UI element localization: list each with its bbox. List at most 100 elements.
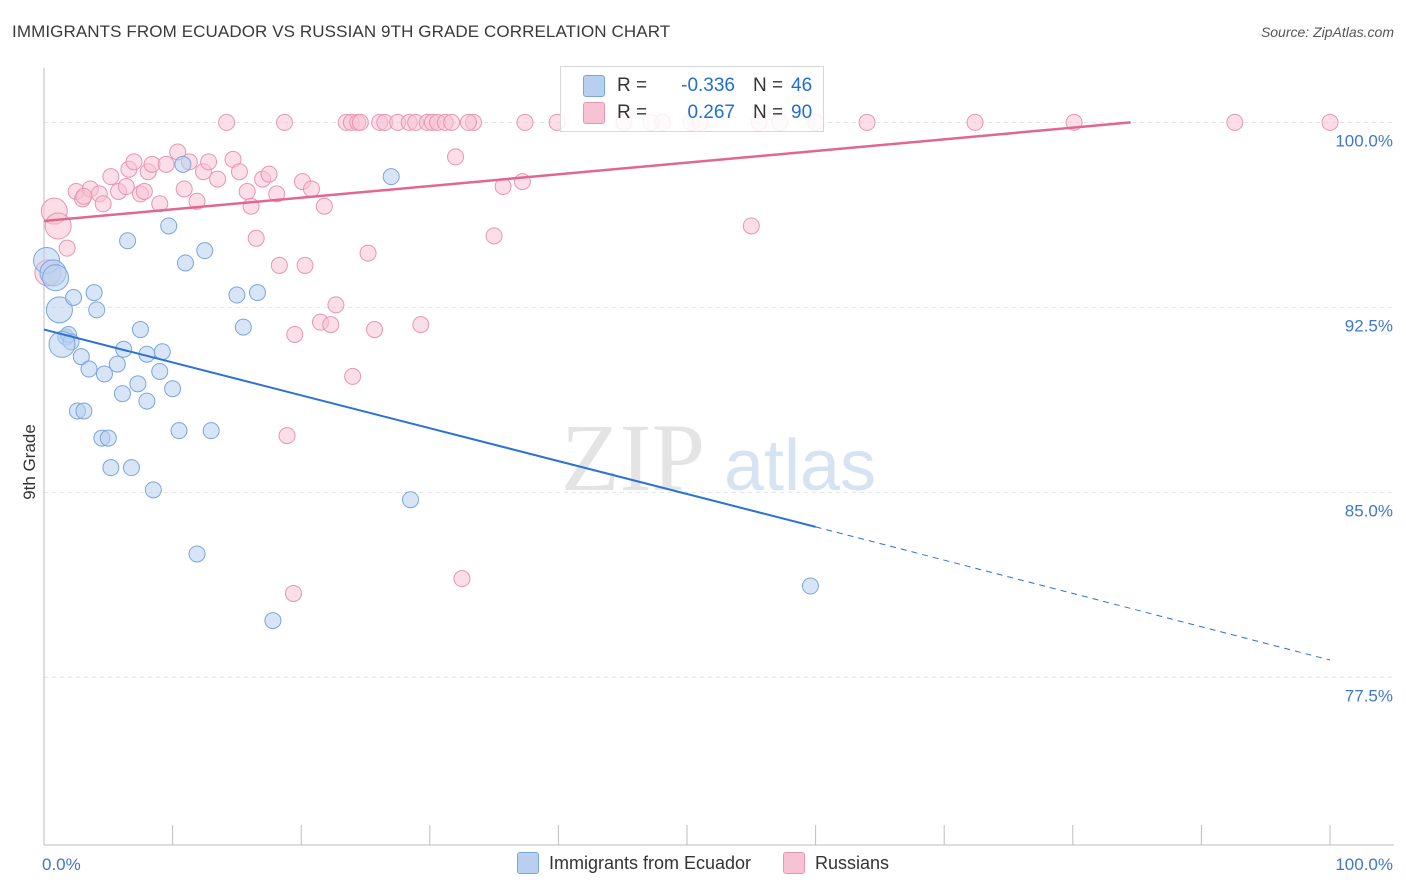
point-russians [284, 584, 302, 602]
point-russians [344, 367, 362, 385]
point-ecuador [75, 402, 93, 420]
point-russians [443, 113, 461, 131]
point-russians [218, 113, 236, 131]
point-ecuador [95, 365, 113, 383]
point-russians [447, 148, 465, 166]
point-russians [238, 182, 256, 200]
point-ecuador [88, 301, 106, 319]
legend-item-ecuador[interactable]: Immigrants from Ecuador [516, 852, 751, 874]
point-russians [209, 170, 227, 188]
point-ecuador [65, 288, 83, 306]
point-russians [366, 321, 384, 339]
point-ecuador [176, 254, 194, 272]
stats-row-russians: R = 0.267 N = 90 [583, 100, 812, 126]
x-tick-label: 100.0% [1335, 855, 1393, 874]
point-ecuador [45, 296, 73, 324]
point-russians [286, 325, 304, 343]
point-russians [200, 153, 218, 171]
point-russians [315, 197, 333, 215]
point-russians [157, 155, 175, 173]
y-tick-label: 85.0% [1345, 501, 1393, 520]
n-value: 90 [791, 102, 813, 123]
point-ecuador [80, 360, 98, 378]
point-russians [453, 570, 471, 588]
point-russians [275, 113, 293, 131]
watermark-atlas: atlas [724, 426, 876, 506]
point-russians [1226, 113, 1244, 131]
point-ecuador [160, 217, 178, 235]
point-ecuador [164, 380, 182, 398]
y-tick-label: 92.5% [1345, 316, 1393, 335]
point-russians [1321, 113, 1339, 131]
point-ecuador [144, 481, 162, 499]
stats-swatch-pink [583, 102, 605, 124]
point-ecuador [72, 348, 90, 366]
point-russians [742, 217, 760, 235]
trendline-ecuador-extension [815, 526, 1331, 661]
point-russians [94, 195, 112, 213]
point-russians [296, 256, 314, 274]
legend-label: Russians [815, 852, 890, 873]
point-ecuador [228, 286, 246, 304]
stats-swatch-blue [583, 75, 605, 97]
n-label: N = [753, 75, 784, 96]
point-russians [75, 187, 93, 205]
point-ecuador [99, 429, 117, 447]
point-russians [485, 227, 503, 245]
point-ecuador [196, 242, 214, 260]
point-ecuador [85, 284, 103, 302]
point-ecuador [151, 362, 169, 380]
trendline-ecuador [43, 328, 816, 528]
point-ecuador [122, 459, 140, 477]
y-tick-label: 100.0% [1335, 131, 1393, 150]
point-russians [327, 296, 345, 314]
point-ecuador [119, 232, 137, 250]
source-label: Source: ZipAtlas.com [1260, 24, 1394, 40]
x-tick-label: 0.0% [42, 855, 81, 874]
point-russians [125, 153, 143, 171]
point-russians [117, 178, 135, 196]
stats-box: R = -0.336 N = 46 R = 0.267 N = 90 [560, 66, 824, 132]
point-russians [858, 113, 876, 131]
point-ecuador [188, 545, 206, 563]
point-russians [260, 165, 278, 183]
legend-swatch-pink [783, 852, 806, 874]
point-ecuador [131, 321, 149, 339]
point-russians [175, 180, 193, 198]
point-russians [44, 212, 72, 240]
n-label: N = [753, 102, 784, 123]
r-label: R = [617, 102, 648, 123]
point-russians [359, 244, 377, 262]
point-ecuador [42, 264, 70, 292]
watermark-zip: ZIP [561, 404, 705, 511]
point-ecuador [801, 577, 819, 595]
point-russians [247, 229, 265, 247]
point-russians [278, 427, 296, 445]
point-russians [270, 256, 288, 274]
point-ecuador [402, 491, 420, 509]
legend-item-russians[interactable]: Russians [783, 852, 889, 874]
point-russians [459, 113, 477, 131]
trendline-russians [43, 121, 1131, 223]
point-ecuador [170, 422, 188, 440]
point-russians [966, 113, 984, 131]
stats-row-ecuador: R = -0.336 N = 46 [583, 73, 812, 99]
point-ecuador [113, 385, 131, 403]
point-russians [230, 163, 248, 181]
point-russians [516, 113, 534, 131]
legend: Immigrants from Ecuador Russians [0, 852, 1406, 874]
point-russians [58, 239, 76, 257]
r-value: -0.336 [681, 75, 735, 96]
r-value: 0.267 [687, 102, 735, 123]
point-russians [143, 155, 161, 173]
point-ecuador [129, 375, 147, 393]
point-russians [188, 192, 206, 210]
point-ecuador [202, 422, 220, 440]
point-ecuador [248, 284, 266, 302]
point-russians [351, 113, 369, 131]
point-russians [135, 182, 153, 200]
point-russians [102, 168, 120, 186]
point-russians [322, 316, 340, 334]
point-russians [302, 180, 320, 198]
